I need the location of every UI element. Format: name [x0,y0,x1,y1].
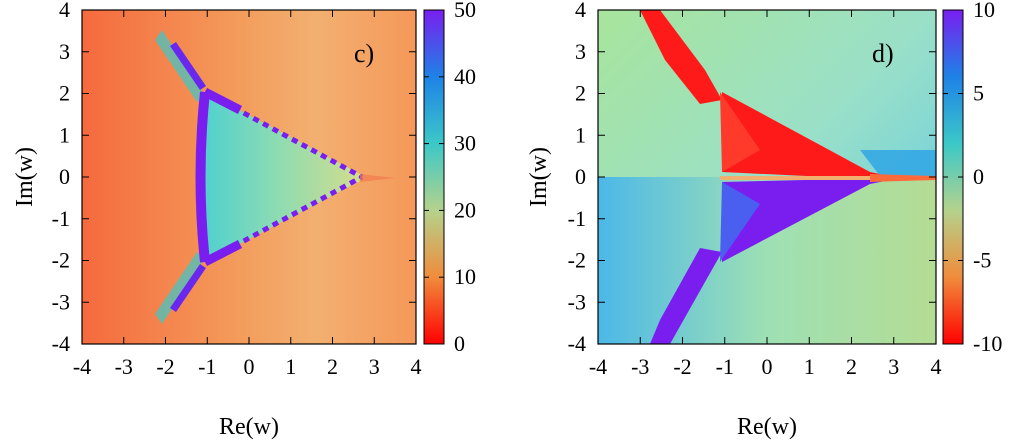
colorbar-tick-label-c: 40 [454,64,476,89]
colorbar-tick-label-c: 20 [454,197,476,222]
y-tick-label-c: -4 [52,331,70,356]
y-tick-label-c: 2 [59,81,70,106]
x-tick-label-d: -4 [589,354,607,379]
y-tick-label-c: -3 [52,289,70,314]
x-tick-label-d: 0 [762,354,773,379]
colorbar-tick-label-c: 50 [454,0,476,22]
y-tick-label-d: 3 [575,39,586,64]
heatmap-c [82,10,416,344]
colorbar-tick-label-d: 10 [973,0,995,22]
colorbar-tick-label-d: -10 [973,331,1002,356]
y-tick-label-d: 1 [575,122,586,147]
y-tick-label-d: -3 [568,289,586,314]
x-tick-label-c: 2 [327,354,338,379]
colorbar-tick-label-c: 0 [454,331,465,356]
x-tick-label-c: 1 [285,354,296,379]
colorbar-tick-label-d: -5 [973,248,991,273]
colorbar-c [423,9,445,345]
colorbar-tick-label-c: 10 [454,264,476,289]
x-tick-label-c: 4 [411,354,422,379]
panel-c: -4 -3 -2 -1 0 1 2 3 4 -4 -3 -2 -1 0 1 2 3 4 c) Re(w) Im(w… [12,0,476,440]
y-tick-label-c: 1 [59,122,70,147]
y-tick-label-d: -4 [568,331,586,356]
x-tick-label-d: -3 [631,354,649,379]
x-tick-label-d: 1 [804,354,815,379]
y-tick-label-d: -1 [568,206,586,231]
x-axis-label-d: Re(w) [737,414,797,440]
x-tick-label-d: 2 [846,354,857,379]
y-tick-label-c: -2 [52,248,70,273]
panel-label-d: d) [872,39,894,68]
ticks-d: -4 -3 -2 -1 0 1 2 3 4 -4 -3 -2 -1 0 1 2 3 4 [568,0,942,379]
y-tick-label-d: 0 [575,164,586,189]
x-tick-label-c: -2 [156,354,174,379]
y-axis-label-c: Im(w) [12,147,38,207]
x-tick-label-d: -1 [716,354,734,379]
colorbar-ticks-c: 0 10 20 30 40 50 [424,0,476,356]
heatmap-d [598,10,936,344]
x-tick-label-c: -4 [73,354,91,379]
y-tick-label-c: 0 [59,164,70,189]
y-tick-label-c: -1 [52,206,70,231]
y-tick-label-d: 4 [575,0,586,22]
x-tick-label-c: 0 [244,354,255,379]
x-tick-label-d: 4 [931,354,942,379]
y-tick-label-d: -2 [568,248,586,273]
colorbar-tick-label-d: 0 [973,164,984,189]
x-tick-label-d: -2 [673,354,691,379]
colorbar-tick-label-d: 5 [973,81,984,106]
y-tick-label-c: 4 [59,0,70,22]
colorbar-ticks-d: -10 -5 0 5 10 [943,0,1002,356]
x-axis-label-c: Re(w) [219,414,279,440]
x-tick-label-d: 3 [888,354,899,379]
colorbar-tick-label-c: 30 [454,131,476,156]
x-tick-label-c: 3 [369,354,380,379]
x-tick-label-c: -3 [115,354,133,379]
panel-label-c: c) [354,39,374,68]
x-tick-label-c: -1 [198,354,216,379]
ticks-c: -4 -3 -2 -1 0 1 2 3 4 -4 -3 -2 -1 0 1 2 3 4 [52,0,422,379]
y-tick-label-c: 3 [59,39,70,64]
y-tick-label-d: 2 [575,81,586,106]
y-axis-label-d: Im(w) [526,147,552,207]
